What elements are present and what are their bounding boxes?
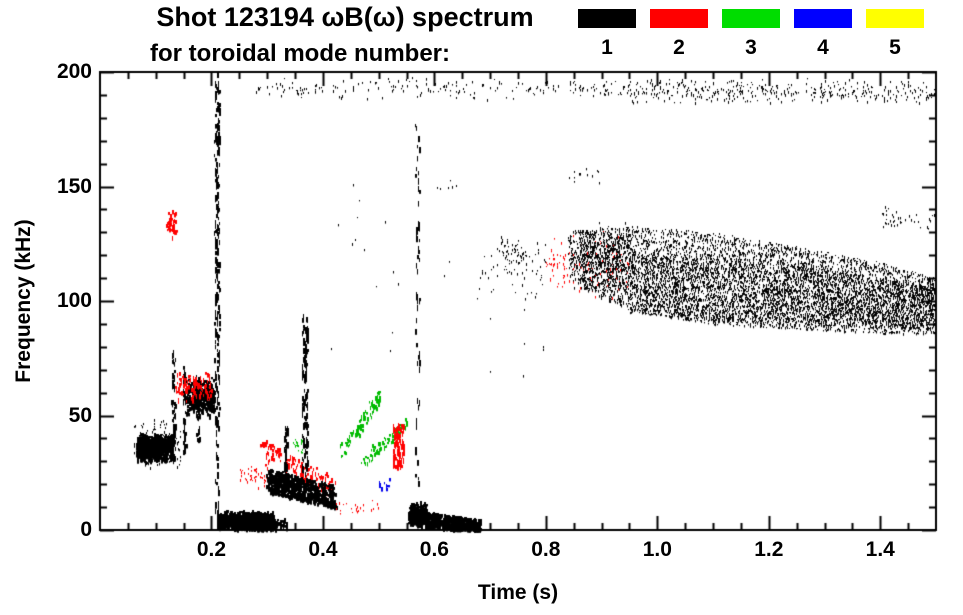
chart-subtitle: for toroidal mode number: bbox=[150, 40, 450, 67]
x-tick-label: 0.6 bbox=[419, 538, 449, 561]
legend-mode-number: 1 bbox=[601, 36, 613, 59]
x-tick-label: 0.2 bbox=[196, 538, 227, 561]
y-tick-label: 100 bbox=[56, 289, 92, 312]
legend-swatch-mode-4 bbox=[794, 9, 852, 28]
legend-mode-number: 3 bbox=[745, 36, 757, 59]
x-tick-label: 0.4 bbox=[308, 538, 338, 561]
x-tick-label: 1.0 bbox=[642, 538, 672, 561]
legend-swatch-mode-5 bbox=[866, 9, 924, 28]
y-tick-label: 50 bbox=[68, 403, 92, 427]
chart-title: Shot 123194 ωB(ω) spectrum bbox=[156, 2, 534, 32]
y-tick-label: 150 bbox=[56, 174, 92, 198]
legend-swatch-mode-2 bbox=[650, 9, 708, 28]
x-tick-label: 0.8 bbox=[531, 538, 561, 561]
legend-mode-number: 2 bbox=[673, 36, 685, 59]
y-tick-label: 0 bbox=[80, 518, 92, 541]
x-tick-label: 1.2 bbox=[754, 538, 784, 561]
legend-swatch-mode-1 bbox=[578, 9, 636, 28]
legend-swatch-mode-3 bbox=[722, 9, 780, 28]
y-tick-label: 200 bbox=[56, 60, 92, 83]
x-tick-label: 1.4 bbox=[865, 538, 895, 561]
legend-mode-number: 4 bbox=[817, 36, 829, 59]
legend-mode-number: 5 bbox=[889, 36, 901, 59]
x-axis-label: Time (s) bbox=[477, 581, 559, 604]
